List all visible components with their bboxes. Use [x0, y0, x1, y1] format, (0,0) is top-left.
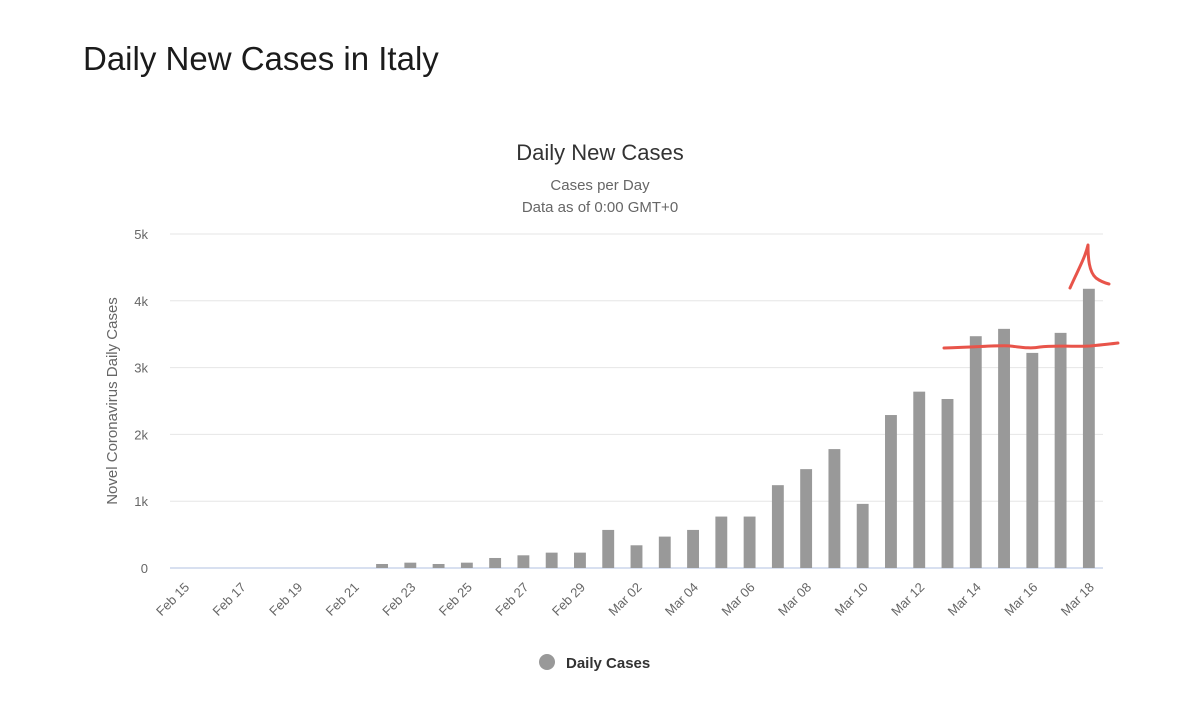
x-tick-label: Mar 16 [1001, 580, 1040, 619]
bar[interactable] [545, 552, 558, 568]
bar[interactable] [602, 529, 615, 568]
bar[interactable] [687, 529, 699, 568]
x-tick-label: Mar 10 [832, 580, 871, 619]
bar[interactable] [800, 469, 813, 568]
bar[interactable] [828, 449, 841, 568]
bar[interactable] [743, 516, 756, 568]
chart-subtitle-line-2: Data as of 0:00 GMT+0 [522, 199, 678, 216]
legend-symbol-daily-cases[interactable] [539, 654, 555, 670]
y-tick-label: 4k [134, 294, 148, 309]
y-tick-label: 2k [134, 427, 148, 442]
bar[interactable] [432, 563, 445, 568]
y-axis-label: Novel Coronavirus Daily Cases [104, 297, 121, 505]
bar[interactable] [1026, 352, 1039, 568]
page-title: Daily New Cases in Italy [83, 40, 439, 77]
y-axis-ticks: 0 1k 2k 3k 4k 5k [134, 227, 148, 576]
annotation-plateau-line [942, 341, 1120, 350]
bar[interactable] [376, 563, 388, 568]
bar[interactable] [517, 555, 530, 568]
bar[interactable] [489, 557, 502, 568]
bar[interactable] [715, 516, 728, 568]
x-tick-label: Mar 02 [605, 580, 644, 619]
x-tick-label: Mar 18 [1058, 580, 1097, 619]
bar[interactable] [460, 562, 473, 568]
bar[interactable] [771, 485, 784, 568]
x-tick-label: Feb 29 [549, 580, 588, 619]
chart-title: Daily New Cases [516, 140, 684, 165]
annotation-peak-mark [1068, 243, 1111, 290]
x-tick-label: Feb 21 [323, 580, 362, 619]
bar[interactable] [404, 562, 417, 568]
bar[interactable] [574, 552, 586, 568]
y-tick-label: 0 [141, 561, 148, 576]
chart-subtitle-line-1: Cases per Day [550, 177, 650, 194]
x-tick-label: Feb 25 [436, 580, 475, 619]
y-tick-label: 5k [134, 227, 148, 242]
x-tick-label: Mar 14 [945, 580, 984, 619]
x-tick-label: Feb 15 [153, 580, 192, 619]
legend-label-daily-cases[interactable]: Daily Cases [566, 655, 650, 672]
x-axis-ticks: Feb 15 Feb 17 Feb 19 Feb 21 Feb 23 Feb 25 Feb … [153, 580, 1097, 619]
x-tick-label: Feb 17 [210, 580, 249, 619]
x-tick-label: Mar 12 [888, 580, 927, 619]
y-tick-label: 1k [134, 494, 148, 509]
bar[interactable] [1082, 288, 1095, 568]
grid-lines [170, 233, 1103, 569]
bar[interactable] [658, 536, 671, 568]
hand-drawn-annotations [942, 243, 1120, 350]
bar[interactable] [856, 503, 869, 568]
bar[interactable] [1054, 332, 1067, 568]
legend[interactable]: Daily Cases [539, 654, 650, 672]
bar[interactable] [998, 328, 1010, 568]
x-tick-label: Feb 23 [379, 580, 418, 619]
x-tick-label: Mar 08 [775, 580, 814, 619]
bar[interactable] [913, 391, 926, 568]
x-tick-label: Feb 19 [266, 580, 305, 619]
bar[interactable] [885, 415, 897, 568]
y-tick-label: 3k [134, 361, 148, 376]
x-tick-label: Feb 27 [492, 580, 531, 619]
x-tick-label: Mar 04 [662, 580, 701, 619]
bar[interactable] [941, 398, 954, 568]
bar[interactable] [630, 545, 643, 568]
bars [376, 288, 1095, 568]
bar[interactable] [969, 336, 982, 568]
x-tick-label: Mar 06 [718, 580, 757, 619]
